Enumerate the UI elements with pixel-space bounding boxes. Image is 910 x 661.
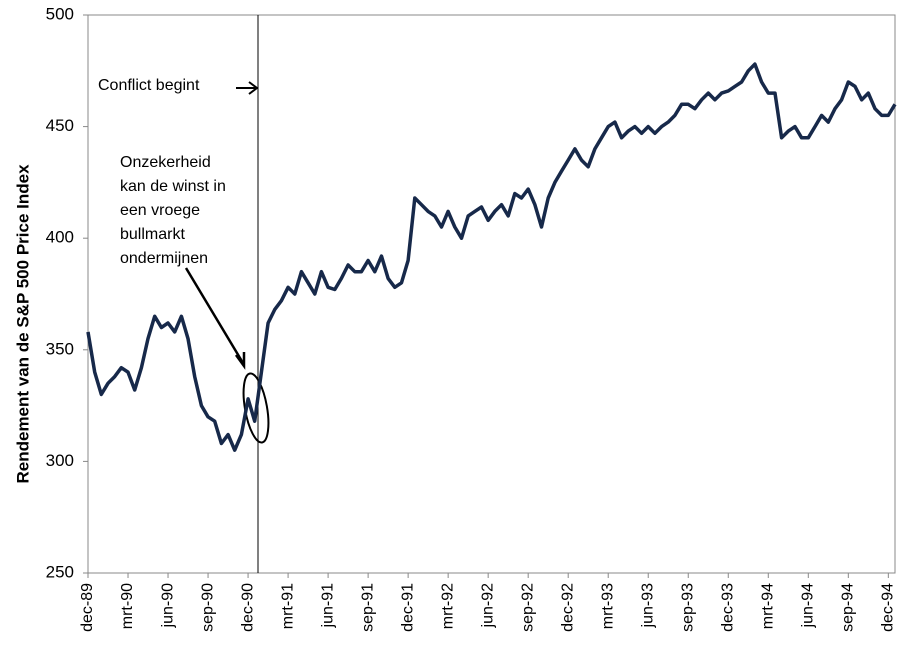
x-tick-label: sep-94 (840, 583, 857, 632)
x-tick-label: dec-94 (880, 583, 897, 632)
note-line: kan de winst in (120, 178, 226, 195)
note-line: een vroege (120, 202, 200, 219)
x-tick-label: mrt-90 (119, 583, 136, 629)
x-tick-label: mrt-91 (279, 583, 296, 629)
x-tick-label: sep-90 (199, 583, 216, 632)
x-tick-label: jun-90 (159, 583, 176, 629)
x-tick-label: jun-94 (800, 583, 817, 629)
y-axis-label: Rendement van de S&P 500 Price Index (13, 164, 32, 484)
x-tick-label: sep-92 (519, 583, 536, 632)
x-tick-label: jun-92 (479, 583, 496, 629)
x-tick-label: dec-89 (79, 583, 96, 632)
series-line (86, 62, 897, 452)
event-label: Conflict begint (98, 77, 200, 94)
note-line: bullmarkt (120, 226, 185, 243)
note-arrow (184, 267, 245, 364)
y-tick-label: 400 (46, 228, 74, 247)
x-tick-label: dec-90 (239, 583, 256, 632)
note-line: Onzekerheid (120, 154, 211, 171)
y-tick-label: 300 (46, 451, 74, 470)
plot-area (87, 14, 896, 574)
x-tick-label: jun-91 (319, 583, 336, 629)
note-line: ondermijnen (120, 250, 208, 267)
note-arrow-head (234, 352, 246, 370)
x-tick-label: mrt-93 (599, 583, 616, 629)
x-tick-label: dec-93 (719, 583, 736, 632)
y-tick-label: 250 (46, 562, 74, 581)
x-tick-label: sep-93 (679, 583, 696, 632)
y-tick-label: 350 (46, 339, 74, 358)
note: Onzekerheid kan de winst in een vroege bull… (120, 154, 226, 267)
event-arrow-head (248, 81, 259, 95)
x-tick-label: mrt-94 (759, 583, 776, 629)
x-tick-label: sep-91 (359, 583, 376, 632)
x-tick-label: dec-92 (559, 583, 576, 632)
y-tick-label: 450 (46, 116, 74, 135)
y-tick-label: 500 (46, 4, 74, 23)
x-tick-label: mrt-92 (439, 583, 456, 629)
x-tick-label: dec-91 (399, 583, 416, 632)
x-tick-label: jun-93 (639, 583, 656, 629)
